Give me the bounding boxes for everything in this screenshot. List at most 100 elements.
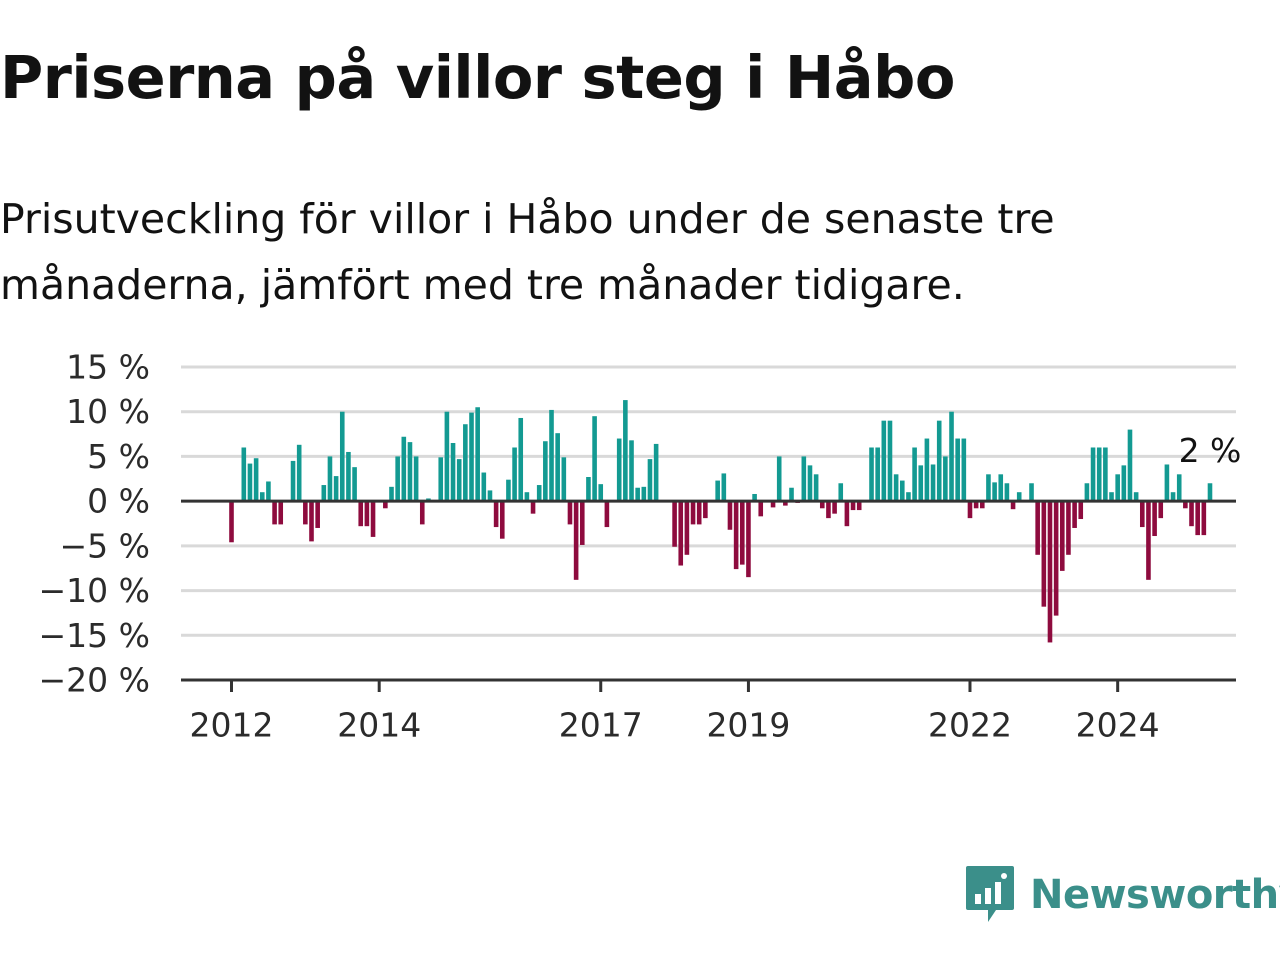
bar	[992, 482, 997, 502]
bar-chart: 15 % 10 % 5 % 0 % −5 % −10 % −15 % −20 % 2012 201…	[39, 348, 1242, 745]
bar	[801, 456, 807, 502]
bar	[973, 501, 979, 509]
bar	[604, 501, 610, 528]
bar	[850, 501, 856, 511]
bar	[1158, 501, 1164, 519]
bar	[869, 447, 874, 502]
axes	[181, 499, 1236, 692]
bar	[1010, 501, 1016, 510]
bar	[906, 492, 911, 502]
bar	[573, 501, 579, 580]
newsworthy-logo-icon	[966, 866, 1014, 922]
bar	[259, 492, 265, 502]
bar	[807, 465, 813, 502]
bar	[419, 501, 425, 525]
bar	[1072, 501, 1077, 528]
bar	[253, 458, 259, 502]
bar	[1164, 464, 1170, 502]
bar	[555, 433, 560, 502]
logo-bar-2	[985, 888, 991, 904]
bar	[475, 407, 480, 502]
bar	[1047, 501, 1053, 643]
bar	[949, 411, 954, 502]
y-tick-label: −5 %	[60, 526, 151, 565]
bar	[487, 490, 493, 502]
bar	[943, 456, 948, 502]
bar	[918, 465, 924, 502]
bar	[1004, 483, 1010, 502]
bar	[1016, 492, 1022, 502]
bar	[789, 487, 794, 502]
bar	[1133, 492, 1139, 502]
bar	[653, 443, 659, 502]
bar	[444, 411, 450, 502]
bar	[1195, 501, 1200, 536]
bar	[456, 459, 462, 502]
bar	[899, 480, 905, 502]
bar	[1189, 501, 1194, 527]
logo-bar-3	[995, 882, 1001, 904]
bar	[961, 438, 967, 502]
bar	[875, 447, 880, 502]
bar	[696, 501, 702, 525]
bar	[549, 409, 554, 502]
x-tick-label: 2014	[337, 706, 421, 745]
bars	[229, 400, 1213, 643]
bar	[333, 476, 339, 502]
bar	[967, 501, 973, 519]
bar	[635, 487, 640, 502]
y-tick-label: 5 %	[87, 437, 150, 476]
bar	[586, 477, 591, 502]
bar	[1041, 501, 1047, 607]
bar	[887, 420, 893, 502]
bar	[567, 501, 573, 525]
logo-dot	[1001, 873, 1007, 879]
bar	[826, 501, 831, 519]
bar	[493, 501, 499, 528]
bar	[1127, 429, 1133, 502]
bar	[1170, 492, 1176, 502]
y-tick-label: −15 %	[39, 616, 151, 655]
bar	[401, 436, 407, 502]
bar	[598, 484, 604, 502]
bar	[1139, 501, 1145, 528]
bar	[1109, 492, 1114, 502]
bar	[623, 400, 628, 502]
bar	[499, 501, 505, 539]
bar	[936, 420, 942, 502]
bar	[881, 420, 887, 502]
bar	[1078, 501, 1084, 520]
y-tick-label: −20 %	[39, 661, 151, 700]
bar	[536, 485, 542, 502]
bar	[672, 501, 677, 547]
bar	[986, 474, 991, 502]
bar	[1084, 483, 1090, 502]
bar	[247, 463, 253, 502]
bar	[1103, 447, 1108, 502]
bar	[776, 456, 782, 502]
bar	[924, 438, 930, 502]
bar	[290, 460, 296, 502]
bar	[832, 501, 837, 514]
bar	[1090, 447, 1096, 502]
bar	[758, 501, 764, 517]
newsworthy-logo: Newsworthy	[964, 864, 1280, 926]
bar	[592, 416, 597, 502]
bar	[856, 501, 862, 511]
bar	[1059, 501, 1065, 571]
bar	[1066, 501, 1071, 555]
bar	[296, 444, 302, 502]
bar	[469, 412, 474, 502]
chart-subtitle: Prisutveckling för villor i Håbo under d…	[0, 195, 1055, 309]
y-tick-label: 15 %	[66, 348, 150, 387]
bar	[364, 501, 370, 527]
bar	[278, 501, 284, 525]
bar	[303, 501, 308, 525]
bar	[1029, 483, 1034, 502]
bar	[912, 447, 917, 502]
bar	[438, 457, 444, 502]
brand-name: Newsworthy	[1030, 872, 1280, 918]
bar	[684, 501, 690, 555]
logo-bar-1	[975, 894, 981, 904]
bar	[450, 443, 456, 502]
